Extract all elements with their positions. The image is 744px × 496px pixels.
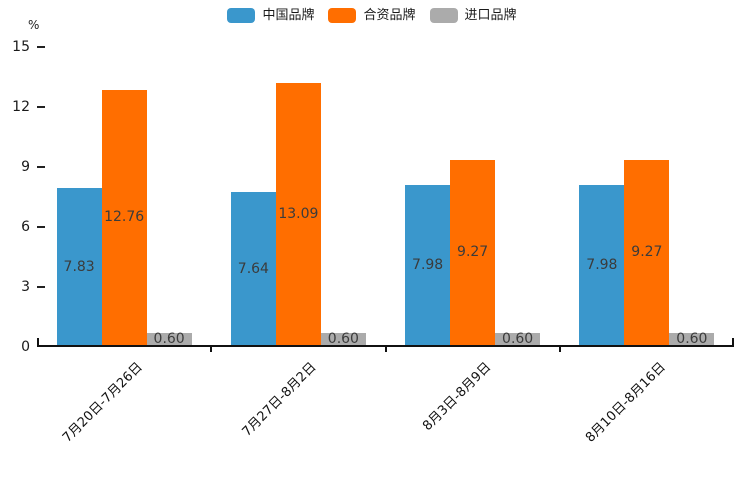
bar-进口品牌-8月3日-8月9日[interactable] — [495, 333, 541, 345]
y-axis-tick-label: 9 — [21, 159, 30, 175]
y-axis-tick — [37, 226, 45, 228]
x-axis-tick — [210, 347, 213, 352]
legend-item-import-brands[interactable]: 进口品牌 — [429, 8, 517, 23]
bar-value-label: 0.60 — [502, 331, 534, 347]
y-axis-tick-label: 0 — [21, 339, 30, 355]
bar-进口品牌-8月10日-8月16日[interactable] — [669, 333, 715, 345]
y-axis-tick — [37, 166, 45, 168]
x-axis-category-label: 8月3日-8月9日 — [419, 359, 495, 434]
legend-label: 合资品牌 — [363, 8, 416, 23]
y-axis-unit-label: % — [28, 18, 40, 32]
legend: 中国品牌 合资品牌 进口品牌 — [0, 8, 744, 23]
bar-value-label: 7.64 — [237, 260, 269, 277]
y-axis-tick-label: 12 — [12, 99, 30, 115]
bar-进口品牌-7月27日-8月2日[interactable] — [320, 333, 366, 345]
x-axis-category-label: 7月20日-7月26日 — [59, 359, 146, 446]
bar-value-label: 9.27 — [457, 244, 489, 261]
bar-中国品牌-8月10日-8月16日[interactable] — [579, 185, 625, 345]
bar-value-label: 13.09 — [278, 206, 319, 223]
bar-合资品牌-8月3日-8月9日[interactable] — [450, 159, 496, 345]
x-axis-tick — [384, 347, 387, 352]
x-axis-category-label: 8月10日-8月16日 — [582, 359, 669, 446]
bar-value-label: 7.98 — [412, 257, 444, 274]
bar-中国品牌-8月3日-8月9日[interactable] — [405, 185, 451, 345]
bar-value-label: 7.98 — [586, 257, 618, 274]
y-axis-tick-label: 15 — [12, 39, 30, 55]
y-axis: 0 3 6 9 12 15 — [0, 39, 30, 355]
x-axis-end-tick — [37, 338, 39, 345]
x-axis-category-label: 7月27日-8月2日 — [239, 359, 320, 440]
y-axis-tick-label: 3 — [21, 279, 30, 295]
bar-中国品牌-7月20日-7月26日[interactable] — [56, 188, 102, 345]
bar-value-label: 0.60 — [676, 331, 708, 347]
y-axis-tick — [37, 106, 45, 108]
x-axis-line — [37, 345, 734, 347]
bar-合资品牌-7月27日-8月2日[interactable] — [275, 83, 321, 345]
plot-area: 7.83 7.64 7.98 7.98 12.76 13.09 9.27 9.27 0.60 0.… — [37, 46, 734, 446]
legend-swatch-import-brands — [429, 8, 458, 23]
bar-value-label: 12.76 — [104, 209, 145, 226]
bar-value-label: 0.60 — [153, 331, 185, 347]
x-axis-end-tick — [732, 338, 734, 345]
bar-合资品牌-7月20日-7月26日[interactable] — [101, 89, 147, 345]
bar-value-label: 0.60 — [327, 331, 359, 347]
bar-中国品牌-7月27日-8月2日[interactable] — [230, 192, 276, 345]
legend-swatch-china-brands — [227, 8, 256, 23]
legend-swatch-joint-venture-brands — [328, 8, 357, 23]
bar-value-label: 7.83 — [63, 258, 95, 275]
bar-value-label: 9.27 — [631, 244, 663, 261]
legend-item-china-brands[interactable]: 中国品牌 — [227, 8, 314, 23]
legend-label: 中国品牌 — [262, 8, 315, 23]
y-axis-tick — [37, 286, 45, 288]
y-axis-tick — [37, 46, 45, 48]
y-axis-tick-label: 6 — [21, 219, 30, 235]
x-axis-tick — [558, 347, 561, 352]
bar-合资品牌-8月10日-8月16日[interactable] — [624, 159, 670, 345]
legend-item-joint-venture-brands[interactable]: 合资品牌 — [328, 8, 416, 23]
legend-label: 进口品牌 — [464, 8, 517, 23]
bar-进口品牌-7月20日-7月26日[interactable] — [146, 333, 192, 345]
